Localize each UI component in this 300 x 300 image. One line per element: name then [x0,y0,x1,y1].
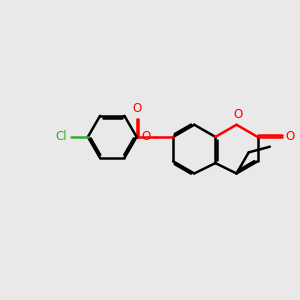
Text: O: O [132,102,141,115]
Text: O: O [286,130,295,143]
Text: O: O [233,108,243,121]
Text: O: O [142,130,151,143]
Text: Cl: Cl [56,130,67,143]
